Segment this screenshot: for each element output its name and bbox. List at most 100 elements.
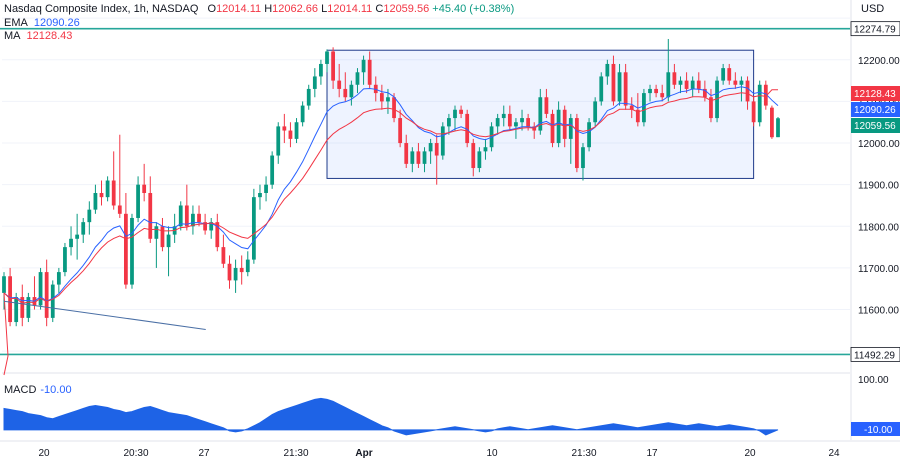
candle-body: [538, 97, 543, 131]
ma-legend[interactable]: MA 12128.43: [4, 30, 72, 43]
time-tick-label: 20: [38, 448, 50, 459]
candle: [416, 143, 421, 169]
ema-line-layer: [3, 86, 779, 302]
candle: [733, 72, 738, 89]
candle-body: [501, 113, 506, 119]
candle: [672, 63, 677, 89]
candle: [105, 176, 110, 202]
price-badge: [851, 118, 900, 133]
candle-body: [294, 122, 299, 139]
candle: [587, 118, 591, 152]
candle: [325, 49, 329, 73]
time-tick-label: 21:30: [283, 448, 308, 459]
candle-body: [416, 151, 421, 164]
candle-body: [258, 193, 262, 198]
candle-body: [367, 59, 372, 85]
candle: [465, 109, 470, 148]
candle: [148, 176, 153, 243]
low-label: L: [321, 3, 328, 15]
candle-body: [709, 97, 713, 119]
candle: [410, 147, 415, 173]
time-tick-label: 24: [828, 448, 840, 459]
candle-body: [245, 259, 250, 273]
candle: [763, 80, 768, 110]
candle: [99, 180, 104, 206]
candle-body: [629, 105, 634, 110]
candle-body: [160, 226, 165, 248]
macd-tick-label: 100.00: [858, 375, 889, 386]
candle-body: [733, 80, 738, 85]
candle: [538, 88, 543, 135]
candle-body: [763, 84, 768, 106]
candle-body: [386, 97, 390, 102]
candle-body: [325, 51, 329, 64]
candle-body: [276, 126, 281, 156]
candle-body: [514, 122, 518, 127]
candle: [63, 242, 67, 277]
candle: [398, 109, 403, 148]
candle: [666, 38, 671, 102]
candle: [544, 88, 549, 119]
candle: [654, 84, 658, 98]
candle-body: [520, 118, 524, 123]
candle-body: [465, 113, 470, 144]
candle: [215, 213, 220, 252]
candle: [87, 201, 92, 235]
candle: [440, 122, 445, 160]
candle: [709, 88, 713, 123]
candle-body: [142, 184, 147, 193]
candle: [434, 134, 439, 185]
candle: [422, 147, 427, 173]
candle: [757, 80, 762, 127]
candle: [599, 72, 604, 106]
candle: [690, 76, 695, 98]
candle-body: [453, 109, 457, 119]
candle-body: [422, 151, 427, 164]
candle-body: [239, 267, 244, 273]
candle-body: [197, 213, 201, 223]
candle: [20, 284, 25, 327]
candle-body: [702, 88, 707, 98]
ohlc-header: Nasdaq Composite Index, 1h, NASDAQ O1201…: [4, 3, 514, 16]
macd-legend[interactable]: MACD -10.00: [4, 384, 72, 397]
candle-body: [666, 72, 671, 98]
ema-label: EMA: [4, 17, 28, 29]
candle-body: [410, 151, 415, 164]
candle: [44, 259, 49, 327]
candle: [227, 255, 232, 289]
candle-body: [526, 118, 531, 127]
ema-legend[interactable]: EMA 12090.26: [4, 17, 80, 30]
candle-body: [38, 272, 43, 306]
candle: [660, 84, 665, 102]
candle: [251, 188, 256, 264]
candle: [648, 84, 652, 102]
price-tick-label: 12200.00: [858, 56, 900, 67]
candle-body: [495, 118, 500, 127]
candle-body: [270, 155, 275, 185]
candle: [574, 113, 579, 173]
candle: [611, 55, 616, 106]
candle: [38, 267, 43, 310]
candle-body: [117, 205, 122, 214]
candle: [136, 176, 140, 223]
candle-body: [654, 88, 658, 94]
candle-body: [184, 205, 189, 227]
candle: [751, 97, 756, 127]
candle-body: [776, 118, 780, 138]
candle-body: [678, 80, 683, 85]
close-value: 12059.56: [383, 3, 430, 15]
candle: [26, 292, 31, 323]
candle: [160, 217, 165, 252]
currency-label: USD: [861, 3, 885, 15]
candle-body: [26, 297, 31, 318]
candle-body: [69, 238, 73, 248]
candle-body: [251, 197, 256, 260]
candle: [93, 184, 98, 214]
candle: [581, 143, 585, 181]
candle: [776, 116, 780, 138]
candle: [81, 217, 86, 243]
candle: [477, 147, 482, 173]
candle: [154, 222, 159, 268]
candle: [739, 76, 744, 102]
